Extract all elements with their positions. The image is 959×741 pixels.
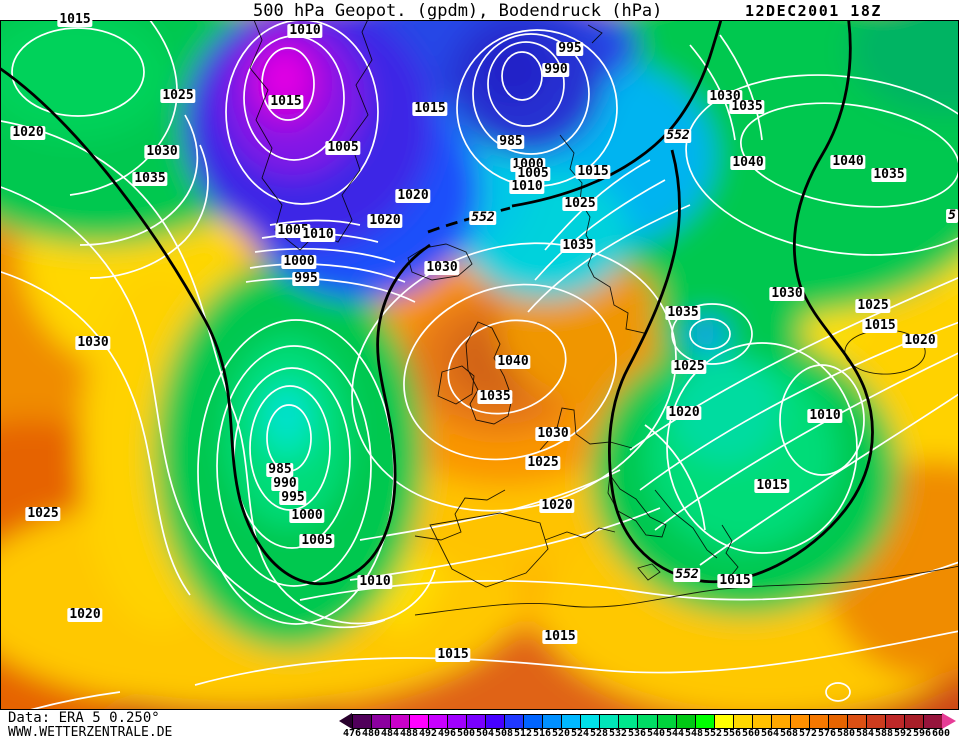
footer: Data: ERA 5 0.250° WWW.WETTERZENTRALE.DE (8, 711, 172, 740)
colorbar-tick-label: 568 (779, 728, 799, 739)
colorbar-cell (429, 715, 449, 728)
colorbar-tick-label: 512 (513, 728, 533, 739)
geopotential-contour-552 (0, 20, 874, 586)
colorbar-cell (581, 715, 601, 728)
website-text: WWW.WETTERZENTRALE.DE (8, 725, 173, 740)
colorbar-left-arrow (339, 713, 352, 729)
colorbar-tick-label: 588 (874, 728, 894, 739)
colorbar-tick-label: 516 (532, 728, 552, 739)
colorbar-cell (562, 715, 582, 728)
weather-map (0, 20, 959, 710)
page-title: 500 hPa Geopot. (gpdm), Bodendruck (hPa) (253, 1, 663, 21)
colorbar-tick-label: 488 (399, 728, 419, 739)
colorbar-tick-label: 576 (817, 728, 837, 739)
colorbar-cells (352, 714, 943, 729)
colorbar-tick-label: 496 (437, 728, 457, 739)
colorbar-cell (372, 715, 392, 728)
colorbar-cell (486, 715, 506, 728)
colorbar-tick-label: 556 (722, 728, 742, 739)
colorbar-tick-label: 520 (551, 728, 571, 739)
colorbar-cell (353, 715, 373, 728)
colorbar-cell (904, 715, 924, 728)
colorbar-cell (676, 715, 696, 728)
colorbar-cell (600, 715, 620, 728)
colorbar-cell (657, 715, 677, 728)
colorbar-tick-label: 560 (741, 728, 761, 739)
colorbar-right-arrow (942, 713, 956, 729)
colorbar-tick-label: 508 (494, 728, 514, 739)
colorbar-tick-label: 484 (380, 728, 400, 739)
colorbar-tick-label: 532 (608, 728, 628, 739)
colorbar-cell (410, 715, 430, 728)
colorbar-cell (866, 715, 886, 728)
colorbar-cell (524, 715, 544, 728)
datetime-stamp: 12DEC2001 18Z (745, 2, 882, 20)
colorbar-tick-label: 524 (570, 728, 590, 739)
colorbar-tick-label: 584 (855, 728, 875, 739)
colorbar-cell (448, 715, 468, 728)
colorbar-tick-label: 536 (627, 728, 647, 739)
colorbar-cell (790, 715, 810, 728)
map-canvas (0, 20, 959, 710)
colorbar-cell (695, 715, 715, 728)
colorbar-tick-label: 504 (475, 728, 495, 739)
colorbar-cell (923, 715, 942, 728)
colorbar-cell (809, 715, 829, 728)
colorbar-cell (733, 715, 753, 728)
colorbar-tick-label: 548 (684, 728, 704, 739)
colorbar-cell (391, 715, 411, 728)
colorbar-tick-label: 580 (836, 728, 856, 739)
colorbar-tick-label: 600 (931, 728, 951, 739)
colorbar-tick-label: 500 (456, 728, 476, 739)
colorbar-tick-label: 572 (798, 728, 818, 739)
colorbar-cell (752, 715, 772, 728)
colorbar-tick-label: 492 (418, 728, 438, 739)
colorbar-cell (847, 715, 867, 728)
colorbar-cell (619, 715, 639, 728)
colorbar-tick-label: 592 (893, 728, 913, 739)
colorbar-tick-label: 552 (703, 728, 723, 739)
colorbar-tick-label: 476 (342, 728, 362, 739)
colorbar-cell (543, 715, 563, 728)
colorbar-tick-label: 596 (912, 728, 932, 739)
data-source-text: Data: ERA 5 0.250° (8, 710, 160, 726)
colorbar-cell (714, 715, 734, 728)
colorbar-cell (638, 715, 658, 728)
colorbar-cell (828, 715, 848, 728)
colorbar-cell (771, 715, 791, 728)
colorbar-tick-label: 480 (361, 728, 381, 739)
colorbar-tick-label: 564 (760, 728, 780, 739)
colorbar-cell (505, 715, 525, 728)
colorbar-cell (885, 715, 905, 728)
colorbar-ticks: 476 480 484 488 492 496 500 504 508 512 516 520 524 5… (0, 728, 959, 740)
colorbar-tick-label: 528 (589, 728, 609, 739)
colorbar-tick-label: 540 (646, 728, 666, 739)
colorbar-tick-label: 544 (665, 728, 685, 739)
colorbar-cell (467, 715, 487, 728)
